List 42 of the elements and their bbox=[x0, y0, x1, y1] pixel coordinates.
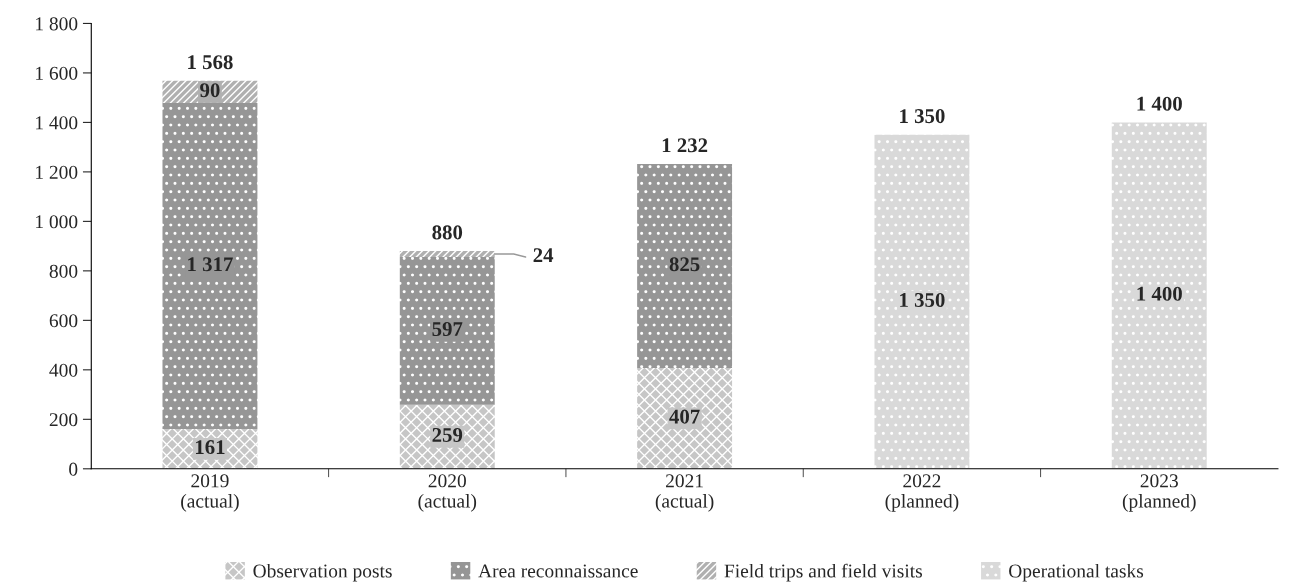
data-label: 597 bbox=[432, 322, 463, 337]
bar bbox=[637, 163, 733, 369]
y-tick-label: 0 bbox=[69, 462, 78, 476]
bar bbox=[637, 368, 733, 469]
x-tick-label: 2019 (actual) bbox=[181, 474, 239, 512]
data-label: 259 bbox=[432, 427, 463, 442]
total-label: 880 bbox=[432, 225, 463, 240]
y-tick-label: 800 bbox=[49, 264, 78, 278]
total-label: 1 400 bbox=[1137, 96, 1182, 111]
y-tick-label: 1 800 bbox=[36, 17, 78, 31]
y-tick-label: 1 600 bbox=[36, 66, 78, 80]
y-tick-label: 1 000 bbox=[36, 215, 78, 229]
data-label: 407 bbox=[669, 409, 700, 424]
data-label: 24 bbox=[533, 248, 554, 263]
data-label: 1 350 bbox=[900, 292, 945, 307]
bar bbox=[399, 404, 495, 469]
x-tick-label: 2023 (planned) bbox=[1122, 474, 1196, 512]
bar bbox=[1111, 122, 1207, 469]
x-tick-label: 2020 (actual) bbox=[418, 474, 477, 512]
total-label: 1 350 bbox=[900, 109, 945, 124]
bar bbox=[162, 103, 258, 429]
y-tick-label: 200 bbox=[49, 413, 78, 427]
y-tick-label: 400 bbox=[49, 363, 78, 377]
x-tick-label: 2021 (actual) bbox=[655, 474, 714, 512]
data-label: 90 bbox=[200, 83, 220, 98]
y-tick-label: 1 200 bbox=[36, 165, 78, 179]
x-tick-label: 2022 (planned) bbox=[885, 474, 959, 512]
bar bbox=[399, 251, 495, 258]
data-label: 1 400 bbox=[1137, 286, 1182, 301]
total-label: 1 568 bbox=[188, 55, 233, 70]
bar bbox=[874, 134, 970, 469]
data-label: 1 317 bbox=[188, 257, 233, 272]
total-label: 1 232 bbox=[662, 138, 708, 153]
legend-label: Operational tasks bbox=[1009, 563, 1144, 582]
bar bbox=[399, 257, 495, 405]
data-label: 825 bbox=[669, 257, 700, 272]
data-label: 161 bbox=[195, 440, 225, 455]
y-tick-label: 1 400 bbox=[36, 116, 78, 130]
y-tick-label: 600 bbox=[49, 314, 78, 328]
legend-label: Area reconnaissance bbox=[478, 564, 638, 578]
legend-label: Field trips and field visits bbox=[724, 563, 922, 582]
legend-label: Observation posts bbox=[253, 563, 392, 582]
